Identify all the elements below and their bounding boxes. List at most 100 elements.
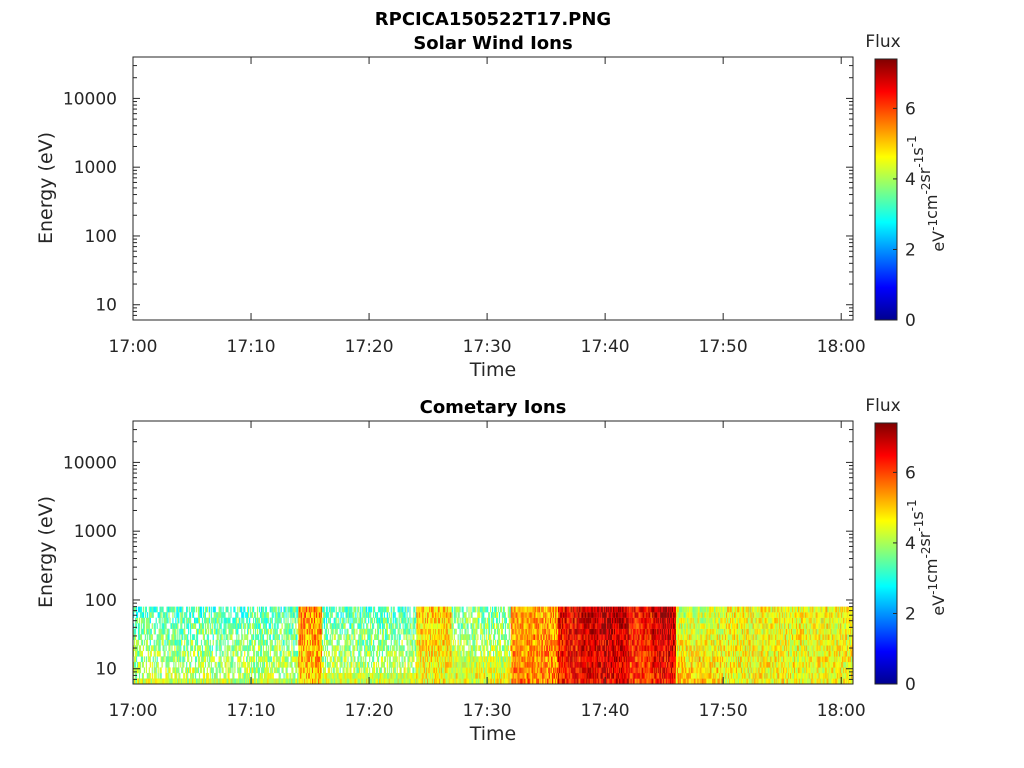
heatmap-cell <box>314 612 317 618</box>
heatmap-cell <box>554 678 557 685</box>
heatmap-cell <box>433 672 435 679</box>
heatmap-cell <box>155 667 157 674</box>
heatmap-cell <box>530 612 532 618</box>
heatmap-cell <box>553 634 555 640</box>
heatmap-cell <box>429 650 431 657</box>
heatmap-cell <box>456 678 458 685</box>
heatmap-cell <box>203 672 206 679</box>
heatmap-cell <box>254 623 257 629</box>
heatmap-cell <box>254 628 257 635</box>
heatmap-cell <box>156 639 158 646</box>
heatmap-cell <box>398 639 400 646</box>
heatmap-cell <box>193 623 196 629</box>
heatmap-cell <box>467 623 469 629</box>
heatmap-cell <box>416 639 418 646</box>
heatmap-cell <box>414 617 416 624</box>
heatmap-cell <box>259 661 262 668</box>
heatmap-cell <box>249 667 251 674</box>
heatmap-cell <box>418 645 420 652</box>
heatmap-cell <box>533 639 535 646</box>
heatmap-cell <box>412 623 414 629</box>
heatmap-cell <box>300 606 302 613</box>
heatmap-cell <box>323 672 326 679</box>
heatmap-cell <box>433 645 436 652</box>
heatmap-cell <box>493 667 496 674</box>
heatmap-cell <box>141 661 144 668</box>
heatmap-cell <box>433 634 436 640</box>
heatmap-cell <box>314 639 317 646</box>
heatmap-cell <box>194 617 197 624</box>
heatmap-cell <box>404 672 406 679</box>
heatmap-cell <box>484 628 486 635</box>
heatmap-cell <box>554 628 557 635</box>
heatmap-cell <box>481 661 483 668</box>
heatmap-cell <box>317 661 320 668</box>
heatmap-cell <box>446 628 448 635</box>
heatmap-cell <box>509 672 511 679</box>
heatmap-cell <box>568 650 570 657</box>
heatmap-cell <box>440 650 443 657</box>
heatmap-cell <box>340 650 342 657</box>
heatmap-cell <box>433 678 435 685</box>
heatmap-cell <box>330 623 332 629</box>
heatmap-cell <box>509 656 511 663</box>
heatmap-cell <box>379 645 382 652</box>
heatmap-cell <box>519 667 521 674</box>
heatmap-cell <box>195 678 198 685</box>
heatmap-cell <box>277 661 279 668</box>
heatmap-cell <box>244 628 246 635</box>
heatmap-cell <box>310 628 312 635</box>
heatmap-cell <box>138 606 141 613</box>
heatmap-cell <box>395 617 397 624</box>
heatmap-cell <box>168 645 170 652</box>
heatmap-cell <box>451 612 453 618</box>
heatmap-cell <box>199 650 202 657</box>
heatmap-cell <box>173 628 175 635</box>
heatmap-cell <box>388 661 390 668</box>
heatmap-cell <box>439 661 442 668</box>
heatmap-cell <box>312 606 314 613</box>
heatmap-cell <box>305 639 307 646</box>
heatmap-cell <box>252 667 254 674</box>
heatmap-cell <box>352 612 354 618</box>
heatmap-cell <box>360 678 362 685</box>
heatmap-cell <box>320 656 323 663</box>
heatmap-cell <box>364 661 366 668</box>
heatmap-cell <box>207 634 209 640</box>
heatmap-cell <box>304 678 306 685</box>
heatmap-cell <box>541 656 543 663</box>
heatmap-cell <box>519 606 521 613</box>
heatmap-cell <box>545 667 547 674</box>
heatmap-cell <box>266 639 268 646</box>
heatmap-cell <box>151 645 153 652</box>
heatmap-cell <box>434 612 437 618</box>
heatmap-cell <box>534 667 536 674</box>
heatmap-cell <box>573 650 575 657</box>
heatmap-cell <box>276 667 278 674</box>
heatmap-cell <box>514 634 516 640</box>
heatmap-cell <box>526 667 528 674</box>
heatmap-cell <box>561 650 564 657</box>
heatmap-cell <box>295 617 297 624</box>
heatmap-cell <box>316 612 319 618</box>
heatmap-cell <box>269 678 271 685</box>
heatmap-cell <box>482 645 484 652</box>
heatmap-cell <box>261 634 264 640</box>
heatmap-cell <box>447 667 449 674</box>
heatmap-cell <box>565 639 567 646</box>
heatmap-cell <box>186 672 188 679</box>
heatmap-cell <box>247 661 249 668</box>
heatmap-cell <box>251 661 253 668</box>
heatmap-cell <box>332 672 334 679</box>
heatmap-cell <box>561 623 564 629</box>
heatmap-cell <box>426 678 428 685</box>
heatmap-cell <box>552 645 554 652</box>
heatmap-cell <box>200 612 203 618</box>
heatmap-cell <box>554 612 557 618</box>
heatmap-cell <box>211 645 213 652</box>
heatmap-cell <box>491 672 493 679</box>
heatmap-cell <box>548 617 550 624</box>
heatmap-cell <box>412 650 414 657</box>
figure-title: RPCICA150522T17.PNG <box>375 9 611 30</box>
